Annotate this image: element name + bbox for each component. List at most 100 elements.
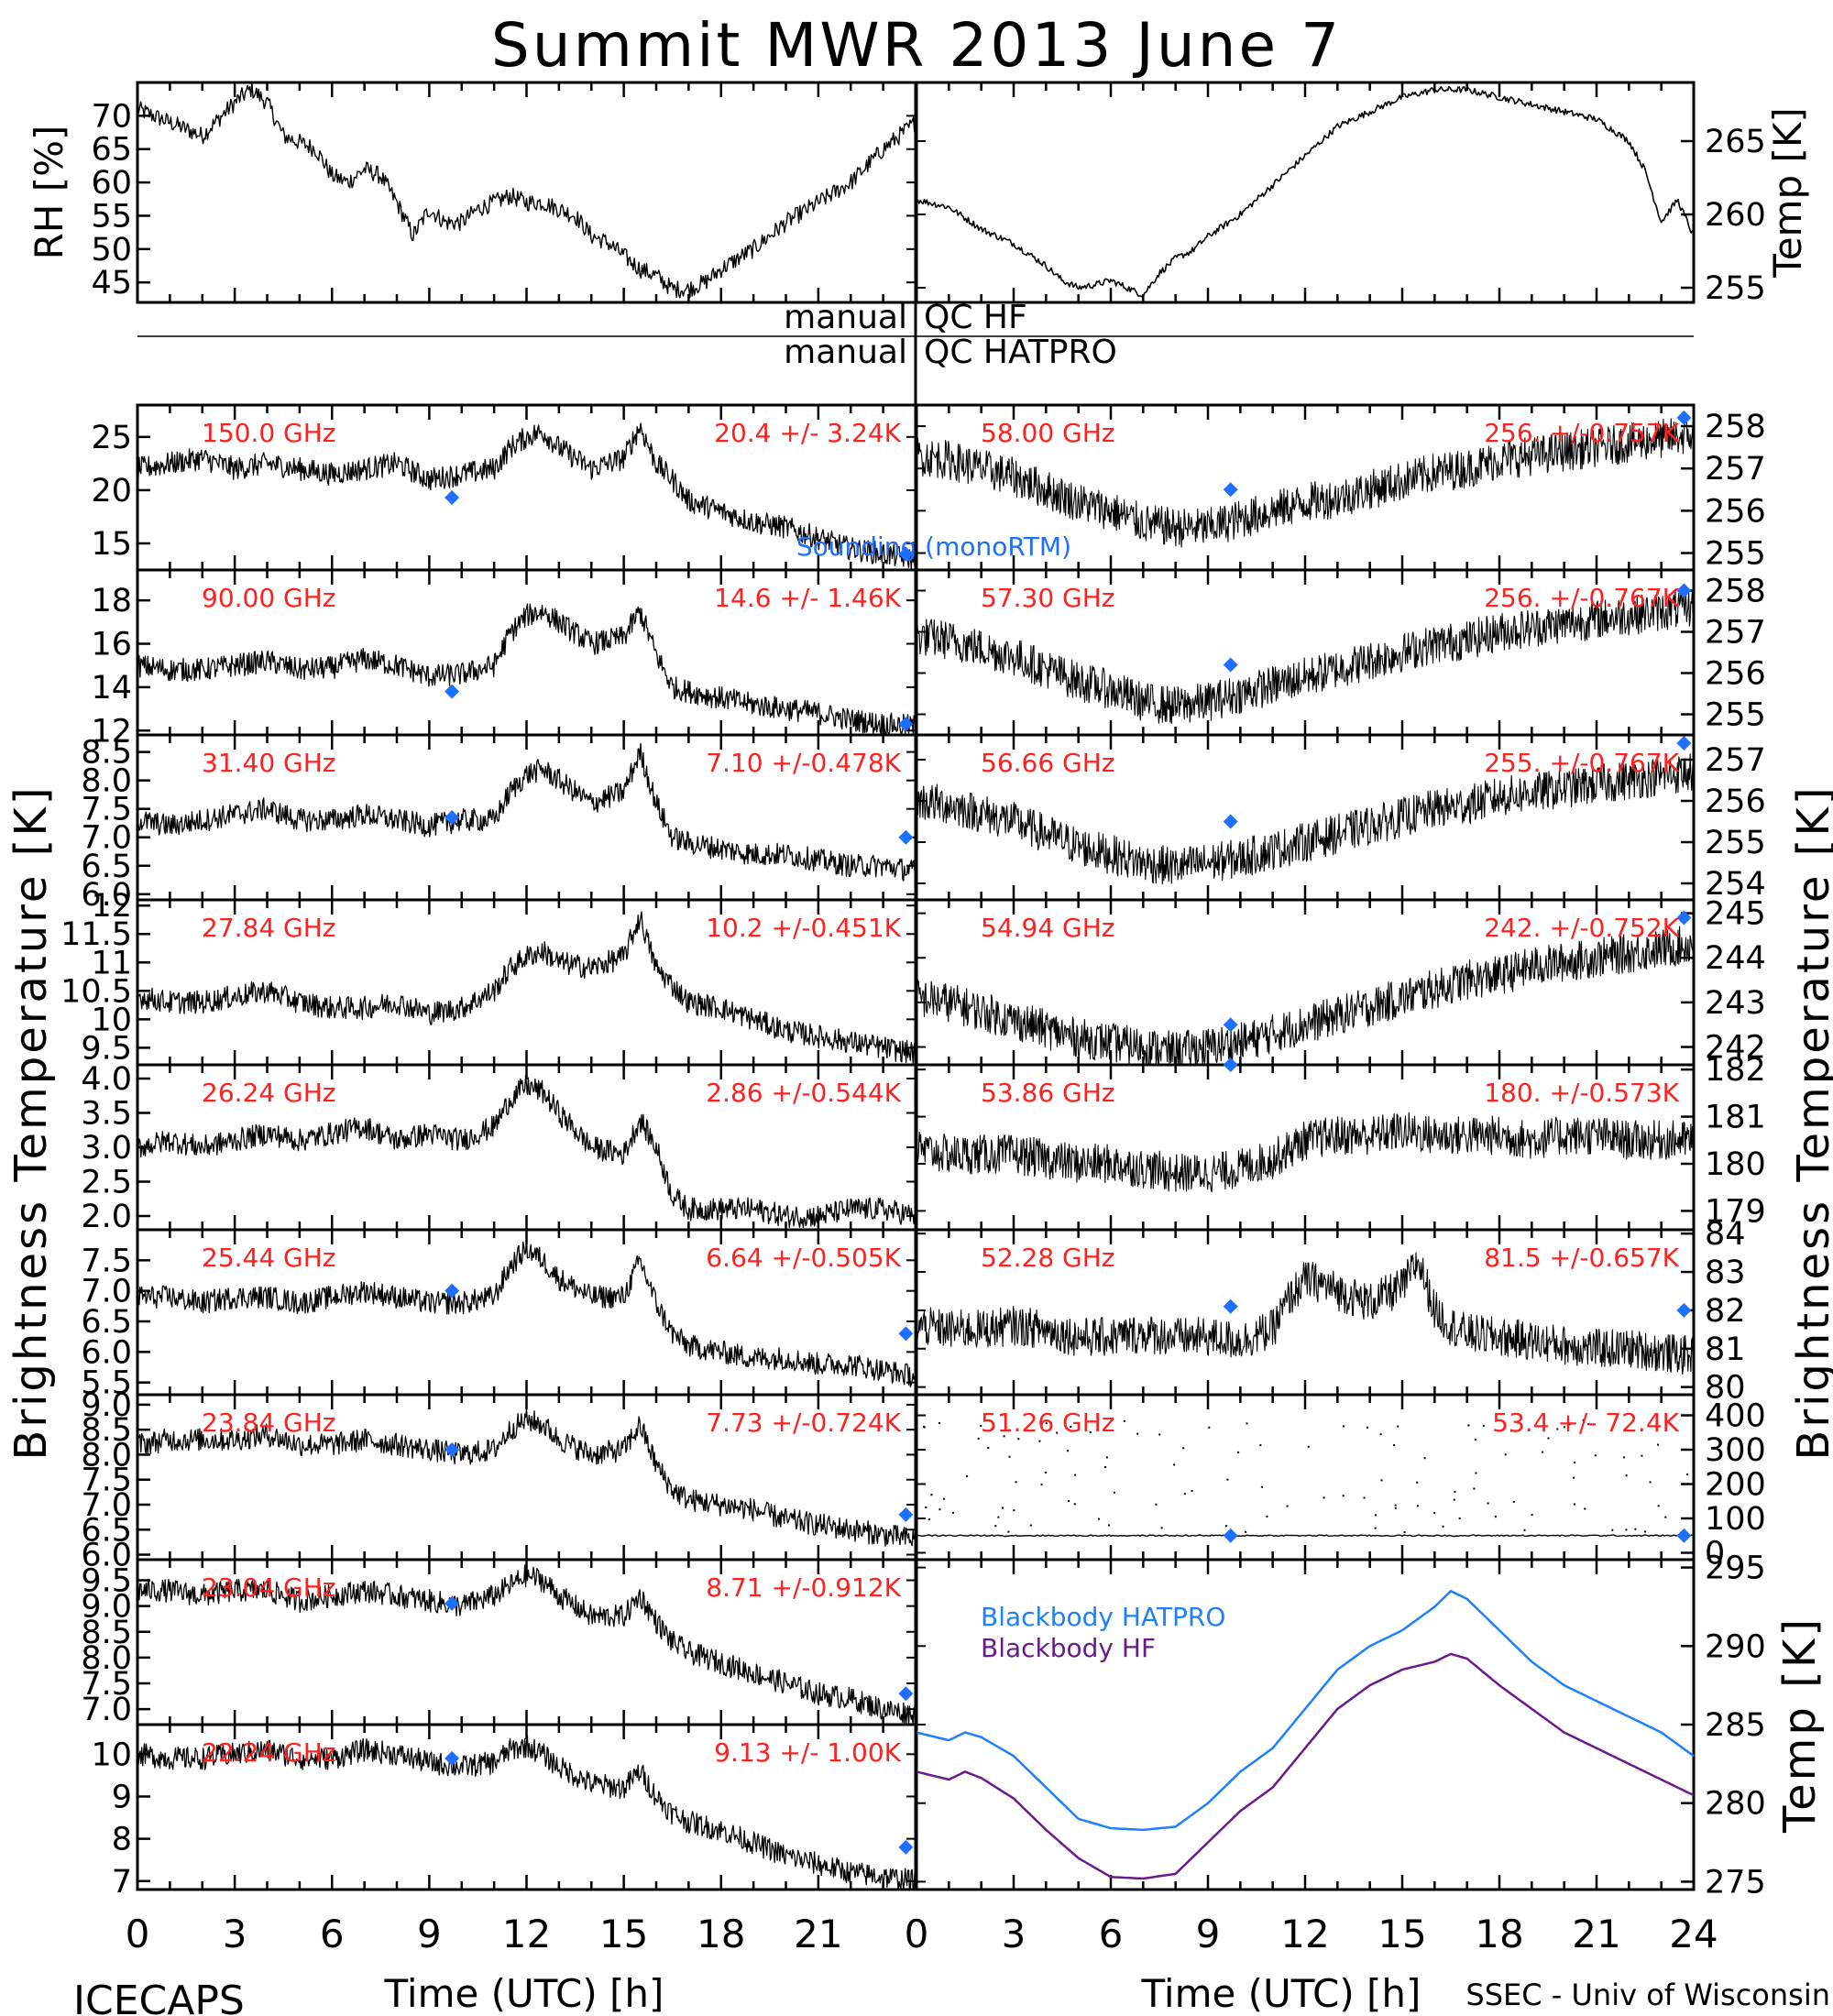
tb-23-04-series-line [137,1563,916,1726]
met-rh-ytick-label: 50 [91,232,132,268]
tb-52-28-frequency-label: 52.28 GHz [981,1243,1115,1273]
tb-58-00-sounding-marker-1 [1223,482,1238,498]
legend-blackbody-hf: Blackbody HF [981,1633,1156,1663]
tb-51-26-spike-point [1649,1481,1652,1484]
tb-51-26-sounding-marker-2 [1676,1528,1692,1543]
tb-22-24-ytick-label: 8 [112,1822,132,1858]
x-axis-title-right: Time (UTC) [h] [1141,1971,1421,2016]
tb-51-26-spike-point [1504,1453,1507,1456]
tb-51-26-spike-point [1625,1474,1628,1477]
tb-31-40-ytick-label: 6.5 [81,849,132,885]
tb-31-40-stats-label: 7.10 +/-0.478K [706,748,901,778]
tb-23-84-sounding-marker-1 [445,1442,460,1457]
tb-51-26-spike-point [1657,1443,1659,1446]
tb-51-26-spike-point [1482,1424,1485,1427]
credit-ssec: SSEC - Univ of Wisconsin [1465,1978,1830,2012]
tb-25-44-ytick-label: 6.0 [81,1334,132,1371]
tb-23-04-stats-label: 8.71 +/-0.912K [706,1572,901,1603]
tb-51-26-spike-point [1433,1512,1436,1515]
tb-57-30-stats-label: 256. +/-0.767K [1484,583,1679,613]
tb-23-04-ytick-label: 7.0 [81,1692,132,1728]
sounding-annotation: Sounding (monoRTM) [796,531,1071,562]
blackbody-series-hf [916,1652,1695,1880]
tb-57-30-sounding-marker-1 [1223,657,1238,673]
tb-51-26-spike-point [1657,1505,1660,1507]
tb-51-26-spike-point [1173,1463,1176,1466]
tb-51-26-ytick-label: 0 [1705,1536,1725,1572]
tb-51-26-spike-point [938,1508,941,1511]
tb-56-66-frequency-label: 56.66 GHz [981,748,1115,778]
tb-58-00-ytick-label: 257 [1705,451,1766,488]
tb-150-ytick-label: 25 [91,420,132,456]
tb-25-44-sounding-marker-1 [445,1283,460,1298]
tb-51-26-spike-point [1208,1426,1211,1429]
tb-90-stats-label: 14.6 +/- 1.46K [714,583,901,613]
tb-31-40-ytick-label: 7.5 [81,792,132,828]
tb-54-94-sounding-marker-2 [1676,910,1692,926]
tb-51-26-spike-point [1622,1456,1625,1459]
tb-26-24-frequency-label: 26.24 GHz [202,1078,336,1108]
blackbody-series-hatpro [916,1589,1695,1832]
tb-51-26-spike-point [980,1424,982,1427]
tb-22-24-frequency-label: 22.24 GHz [202,1737,336,1768]
tb-58-00-frequency-label: 58.00 GHz [981,418,1115,448]
tb-51-26-spike-point [1098,1517,1100,1520]
tb-51-26-spike-point [1038,1440,1041,1442]
tb-51-26-spike-point [1183,1493,1186,1496]
tb-23-04-ytick-label: 8.0 [81,1640,132,1677]
x-tick-label-left: 6 [320,1912,345,1956]
tb-31-40-ytick-label: 6.0 [81,877,132,914]
tb-51-26-spike-point [977,1437,980,1440]
tb-23-84-panel: 6.06.57.07.58.08.59.0 23.84 GHz 7.73 +/-0.… [81,1387,917,1574]
tb-51-26-spike-point [1056,1431,1059,1434]
x-tick-label-left: 9 [417,1912,442,1956]
x-tick-label-right: 9 [1196,1912,1221,1956]
tb-51-26-spike-point [1113,1491,1115,1494]
tb-26-24-series-line [137,1074,916,1229]
tb-25-44-series-line [137,1236,916,1387]
tb-51-26-spike-point [1226,1478,1229,1481]
met-temp-ytick-label: 260 [1705,197,1766,234]
tb-51-26-spike-point [1136,1432,1139,1435]
tb-54-94-stats-label: 242. +/-0.752K [1484,913,1679,943]
tb-51-26-spike-point [1512,1500,1515,1503]
tb-56-66-ytick-label: 254 [1705,866,1766,903]
tb-51-26-spike-point [1416,1481,1419,1484]
tb-51-26-spike-point [1568,1423,1571,1426]
tb-31-40-panel: 6.06.57.07.58.08.5 31.40 GHz 7.10 +/-0.478… [81,733,917,914]
tb-54-94-sounding-marker-1 [1223,1017,1238,1033]
left-column-ylabel: Brightness Temperature [K] [5,784,57,1460]
met-rh-ytick-label: 55 [91,198,132,235]
met-rh-ytick-label: 70 [91,98,132,135]
tb-90-ytick-label: 14 [91,670,132,707]
x-tick-label-right: 6 [1099,1912,1124,1956]
tb-90-ytick-label: 12 [91,713,132,750]
tb-54-94-ytick-label: 242 [1705,1030,1766,1067]
tb-51-26-spike-point [1393,1444,1396,1446]
tb-51-26-spike-point [1625,1528,1628,1531]
tb-51-26-spike-point [1158,1433,1161,1436]
met-temp-panel: 255 260 265 Temp [K] [915,81,1810,307]
tb-53-86-sounding-marker-1 [1223,1057,1238,1072]
tb-51-26-spike-point [966,1475,969,1477]
tb-51-26-spike-point [1366,1426,1368,1429]
tb-90-panel: 12 14 16 18 90.00 GHz 14.6 +/- 1.46K [91,568,917,750]
tb-51-26-spike-point [1191,1490,1193,1492]
tb-51-26-spike-point [938,1422,940,1424]
tb-51-26-spike-point [1453,1498,1455,1501]
tb-31-40-sounding-marker-2 [898,829,914,845]
tb-51-26-spike-point [1584,1507,1586,1510]
x-tick-label-left: 12 [502,1912,551,1956]
tb-51-26-spike-point [1686,1473,1689,1475]
tb-51-26-spike-point [1458,1517,1461,1519]
tb-51-26-spike-point [1089,1431,1092,1433]
tb-52-28-ytick-label: 82 [1705,1293,1746,1330]
tb-52-28-ytick-label: 81 [1705,1331,1746,1368]
tb-51-26-spike-point [1237,1451,1240,1453]
tb-58-00-stats-label: 256. +/-0.757K [1484,418,1679,448]
blackbody-ytick-label: 280 [1705,1786,1766,1823]
met-rh-ytick-label: 65 [91,132,132,169]
tb-51-26-spike-point [1003,1435,1005,1438]
